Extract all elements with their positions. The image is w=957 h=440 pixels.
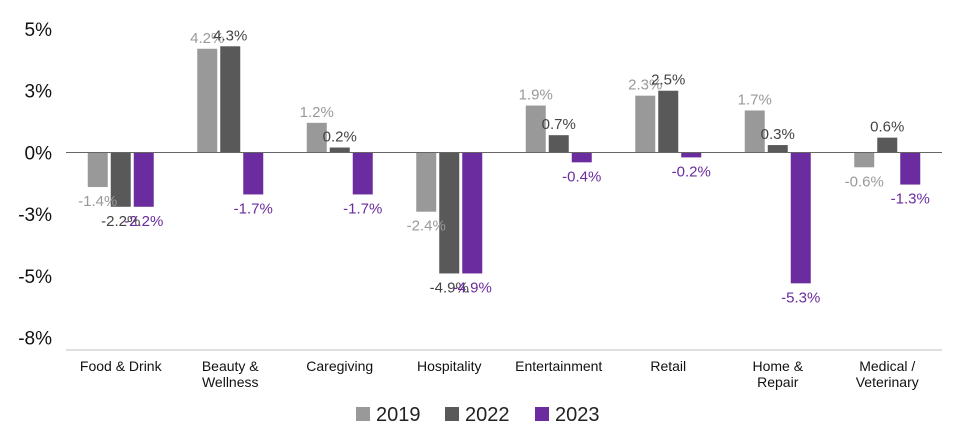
- bar-2019-home-repair: [744, 110, 765, 153]
- bar-2022-retail: [658, 90, 679, 153]
- bar-2019-retail: [635, 95, 656, 153]
- y-tick-label: -3%: [18, 205, 52, 226]
- data-label-2023-caregiving: -1.7%: [343, 200, 382, 217]
- data-label-2022-caregiving: 0.2%: [323, 129, 357, 146]
- y-tick-label: 5%: [25, 20, 53, 41]
- bar-2022-food-drink: [110, 152, 131, 207]
- y-tick-label: 3%: [25, 82, 53, 103]
- bar-2019-hospitality: [416, 152, 437, 212]
- data-label-2019-retail: 2.3%: [628, 77, 662, 94]
- data-label-2019-hospitality: -2.4%: [407, 218, 446, 235]
- bar-2023-home-repair: [790, 152, 811, 284]
- x-tick-label: Home &: [752, 358, 803, 374]
- bar-2019-entertainment: [525, 105, 546, 153]
- bar-2023-food-drink: [133, 152, 154, 207]
- bar-2019-caregiving: [306, 122, 327, 153]
- bar-2022-entertainment: [548, 135, 569, 153]
- y-tick-label: 0%: [25, 143, 53, 164]
- data-label-2023-hospitality: -4.9%: [453, 279, 492, 296]
- data-label-2022-medical-veterinary: 0.6%: [870, 119, 904, 136]
- legend-label-2023: 2023: [555, 404, 600, 426]
- data-label-2019-beauty-wellness: 4.2%: [190, 30, 224, 47]
- legend-label-2019: 2019: [376, 404, 421, 426]
- x-tick-label: Veterinary: [856, 374, 919, 390]
- data-label-2019-caregiving: 1.2%: [300, 104, 334, 121]
- bars: [87, 46, 921, 284]
- y-axis-tick-labels: 5% 3% 0% -3% -5% -8%: [18, 20, 52, 350]
- x-axis-category-labels: Food & Drink Beauty &Wellness Caregiving Ho…: [80, 358, 919, 390]
- data-labels: -1.4% -2.2%-2.2% 4.2%4.3% -1.7% 1.2% 0.2% -1.7…: [78, 27, 930, 306]
- data-label-2022-entertainment: 0.7%: [542, 116, 576, 133]
- bar-2019-beauty-wellness: [197, 48, 218, 153]
- bar-2019-medical-veterinary: [854, 152, 875, 168]
- x-tick-label: Medical /: [859, 358, 915, 374]
- bar-2023-hospitality: [462, 152, 483, 274]
- data-label-2023-food-drink: -2.2%: [124, 213, 163, 230]
- y-tick-label: -5%: [18, 267, 52, 288]
- x-tick-label: Wellness: [202, 374, 259, 390]
- x-tick-label: Repair: [757, 374, 799, 390]
- data-label-2019-food-drink: -1.4%: [78, 193, 117, 210]
- data-label-2023-retail: -0.2%: [672, 163, 711, 180]
- data-label-2022-hospitality: -4.9%: [430, 279, 469, 296]
- legend: 2019 2022 2023: [356, 404, 600, 426]
- x-tick-label: Entertainment: [515, 358, 602, 374]
- bar-2019-food-drink: [87, 152, 108, 188]
- data-label-2022-food-drink: -2.2%: [101, 213, 140, 230]
- data-label-2022-home-repair: 0.3%: [761, 126, 795, 143]
- bar-2022-hospitality: [439, 152, 460, 274]
- data-label-2019-home-repair: 1.7%: [738, 91, 772, 108]
- bar-2023-medical-veterinary: [900, 152, 921, 185]
- bar-2022-medical-veterinary: [877, 137, 898, 153]
- bar-2022-beauty-wellness: [220, 46, 241, 153]
- x-tick-label: Food & Drink: [80, 358, 163, 374]
- data-label-2019-entertainment: 1.9%: [519, 87, 553, 104]
- y-tick-label: -8%: [18, 329, 52, 350]
- data-label-2023-beauty-wellness: -1.7%: [234, 200, 273, 217]
- x-tick-label: Hospitality: [417, 358, 482, 374]
- x-tick-label: Caregiving: [306, 358, 373, 374]
- data-label-2022-retail: 2.5%: [651, 72, 685, 89]
- legend-label-2022: 2022: [465, 404, 510, 426]
- bar-2023-beauty-wellness: [243, 152, 264, 195]
- bar-2022-caregiving: [329, 147, 350, 153]
- data-label-2023-home-repair: -5.3%: [781, 289, 820, 306]
- bar-2022-home-repair: [767, 145, 788, 153]
- legend-swatch-2019: [356, 407, 370, 421]
- legend-swatch-2023: [535, 407, 549, 421]
- legend-swatch-2022: [445, 407, 459, 421]
- data-label-2023-entertainment: -0.4%: [562, 168, 601, 185]
- bar-2023-entertainment: [571, 152, 592, 163]
- bar-2023-retail: [681, 152, 702, 158]
- x-tick-label: Retail: [650, 358, 686, 374]
- data-label-2022-beauty-wellness: 4.3%: [213, 27, 247, 44]
- data-label-2019-medical-veterinary: -0.6%: [845, 173, 884, 190]
- data-label-2023-medical-veterinary: -1.3%: [891, 191, 930, 208]
- bar-2023-caregiving: [352, 152, 373, 195]
- x-tick-label: Beauty &: [202, 358, 259, 374]
